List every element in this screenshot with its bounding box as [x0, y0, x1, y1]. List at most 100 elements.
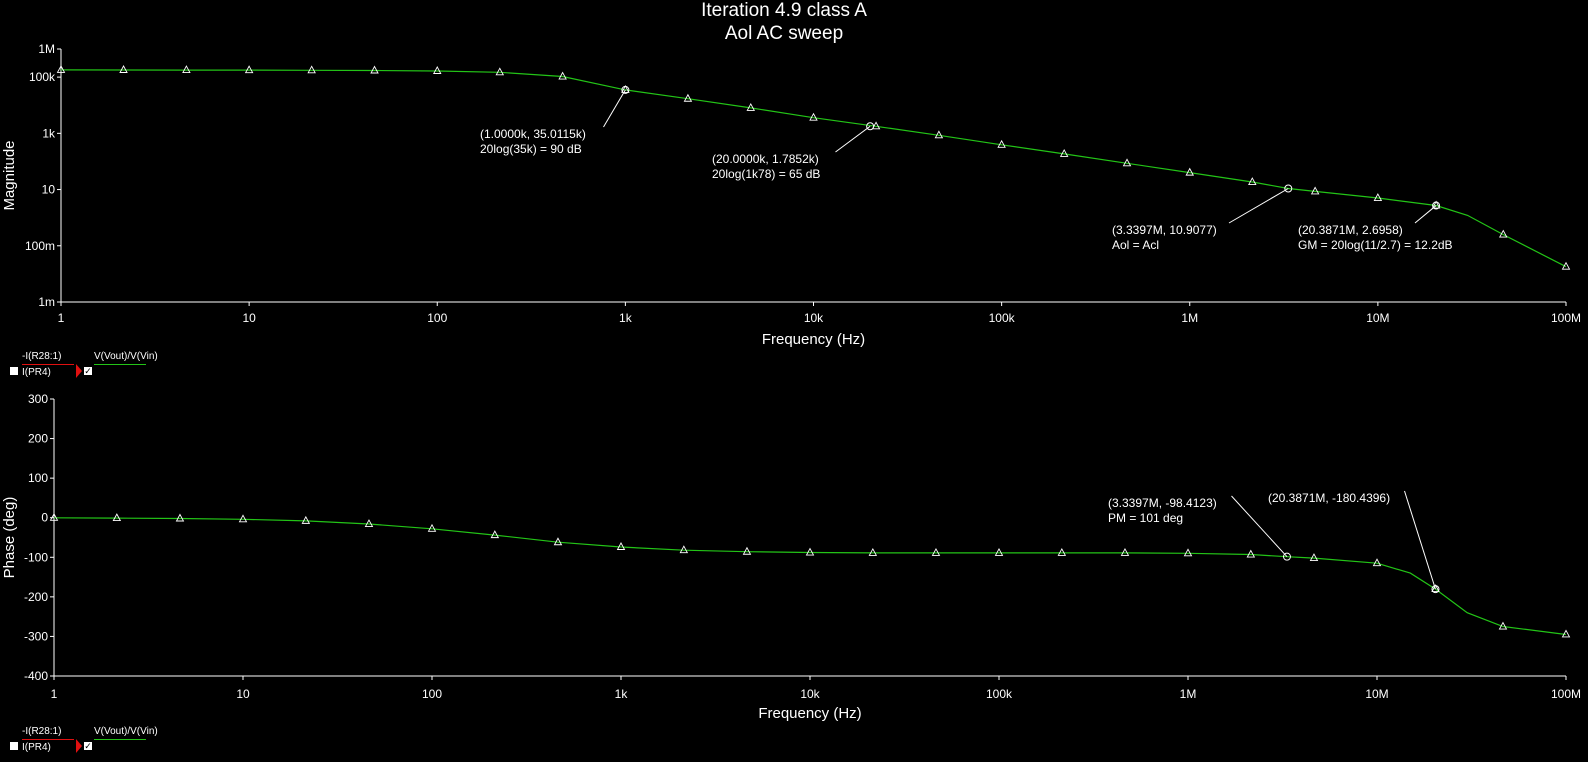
magnitude-annotation-leader [1228, 188, 1289, 224]
magnitude-y-tick-label: 10 [42, 183, 56, 197]
phase-x-tick-label: 1 [51, 687, 58, 701]
magnitude-point-marker [307, 65, 316, 74]
phase-x-tick-label: 1M [1180, 687, 1197, 701]
magnitude-point-marker [182, 65, 191, 74]
legend-item-pr4[interactable]: I(PR4) [22, 367, 51, 378]
magnitude-x-tick-label: 100M [1551, 311, 1581, 325]
magnitude-x-tick-label: 100 [427, 311, 447, 325]
phase-point-marker [931, 547, 941, 556]
phase-x-tick-label: 10M [1365, 687, 1388, 701]
magnitude-point-marker [1310, 186, 1320, 195]
legend-vout-line [94, 364, 146, 365]
phase-point-marker [1309, 553, 1319, 562]
phase-point-marker [616, 542, 626, 550]
magnitude-point-marker [558, 71, 567, 80]
magnitude-x-tick-label: 10 [242, 311, 256, 325]
phase-y-tick-label: 100 [28, 471, 48, 485]
legend-item-r28[interactable]: -I(R28:1) [22, 726, 62, 737]
magnitude-point-marker [1431, 200, 1441, 209]
magnitude-annotation-leader [1414, 205, 1437, 224]
phase-point-marker [1372, 558, 1382, 567]
phase-annotation-text: PM = 101 deg [1108, 511, 1183, 525]
phase-point-marker [868, 547, 878, 556]
phase-y-tick-label: -100 [24, 550, 48, 564]
magnitude-y-tick-label: 1k [42, 126, 56, 140]
magnitude-x-tick-label: 10M [1366, 311, 1389, 325]
magnitude-annotation-text: (1.0000k, 35.0115k) [480, 127, 586, 141]
magnitude-point-marker [871, 121, 881, 130]
phase-point-marker [553, 537, 563, 546]
magnitude-x-axis-label: Frequency (Hz) [762, 331, 865, 348]
magnitude-point-marker [1499, 229, 1508, 238]
chart-title-line-2: Aol AC sweep [724, 23, 844, 44]
magnitude-series-line [60, 69, 1567, 268]
phase-x-tick-label: 100M [1551, 687, 1581, 701]
legend-vout-line [94, 739, 146, 740]
phase-x-tick-label: 1k [615, 687, 629, 701]
legend-arrow-icon [76, 364, 82, 378]
phase-point-marker [1246, 549, 1256, 558]
phase-point-marker [1057, 547, 1067, 556]
magnitude-cursor-marker [866, 122, 875, 131]
phase-point-marker [49, 512, 59, 521]
phase-point-marker [175, 513, 185, 522]
legend-item-vout[interactable]: V(Vout)/V(Vin) [94, 351, 158, 362]
legend-r28-line [22, 364, 74, 365]
phase-x-axis-label: Frequency (Hz) [758, 705, 861, 722]
magnitude-cursor-marker [1432, 201, 1441, 210]
legend-top: -I(R28:1) I(PR4) ✓ V(Vout)/V(Vin) [8, 351, 168, 383]
magnitude-point-marker [1248, 177, 1257, 185]
phase-point-marker [1561, 629, 1571, 638]
phase-point-marker [427, 523, 437, 532]
magnitude-point-marker [370, 65, 379, 74]
magnitude-point-marker [997, 139, 1006, 148]
magnitude-x-tick-label: 1M [1181, 311, 1198, 325]
phase-cursor-marker [1431, 585, 1440, 594]
magnitude-y-tick-label: 1m [38, 295, 55, 309]
phase-point-marker [1120, 547, 1130, 556]
magnitude-point-marker [1122, 158, 1132, 167]
legend-checkbox-checked-icon[interactable]: ✓ [84, 741, 92, 751]
magnitude-point-marker [683, 93, 693, 102]
legend-item-vout[interactable]: V(Vout)/V(Vin) [94, 726, 158, 737]
magnitude-point-marker [1373, 193, 1383, 201]
phase-point-marker [301, 515, 311, 524]
phase-point-marker [1498, 621, 1508, 630]
phase-point-marker [490, 530, 500, 539]
phase-y-tick-label: 300 [28, 392, 48, 406]
magnitude-point-marker [809, 112, 818, 121]
magnitude-point-marker [119, 65, 128, 73]
phase-x-tick-label: 10 [236, 687, 250, 701]
phase-point-marker [112, 513, 122, 522]
magnitude-point-marker [56, 64, 66, 73]
magnitude-point-marker [621, 84, 630, 93]
phase-annotation-leader [1231, 495, 1288, 557]
magnitude-point-marker [495, 67, 505, 76]
legend-checkbox-empty[interactable] [10, 742, 18, 750]
legend-item-r28[interactable]: -I(R28:1) [22, 351, 62, 362]
phase-point-marker [994, 547, 1004, 556]
legend-item-pr4[interactable]: I(PR4) [22, 742, 51, 753]
legend-checkbox-checked-icon[interactable]: ✓ [84, 366, 92, 376]
magnitude-cursor-marker [621, 85, 630, 94]
phase-annotation-text: (3.3397M, -98.4123) [1108, 496, 1217, 510]
magnitude-annotation-text: (20.0000k, 1.7852k) [712, 152, 819, 166]
phase-point-marker [742, 546, 752, 555]
phase-x-tick-label: 100 [422, 687, 442, 701]
phase-point-marker [805, 547, 815, 556]
magnitude-point-marker [244, 65, 254, 74]
legend-r28-line [22, 739, 74, 740]
phase-point-marker [679, 545, 689, 554]
phase-point-marker [238, 514, 248, 523]
legend-checkbox-empty[interactable] [10, 367, 18, 375]
phase-cursor-marker [1282, 552, 1291, 561]
magnitude-y-axis-label: Magnitude [1, 140, 18, 210]
magnitude-annotation-text: (3.3397M, 10.9077) [1112, 223, 1217, 237]
phase-annotation-text: (20.3871M, -180.4396) [1268, 491, 1390, 505]
phase-series-line [53, 517, 1567, 636]
magnitude-annotation-text: Aol = Acl [1112, 238, 1159, 252]
magnitude-x-tick-label: 100k [989, 311, 1016, 325]
phase-y-axis-label: Phase (deg) [1, 497, 18, 579]
chart-title-line-1: Iteration 4.9 class A [701, 0, 867, 21]
